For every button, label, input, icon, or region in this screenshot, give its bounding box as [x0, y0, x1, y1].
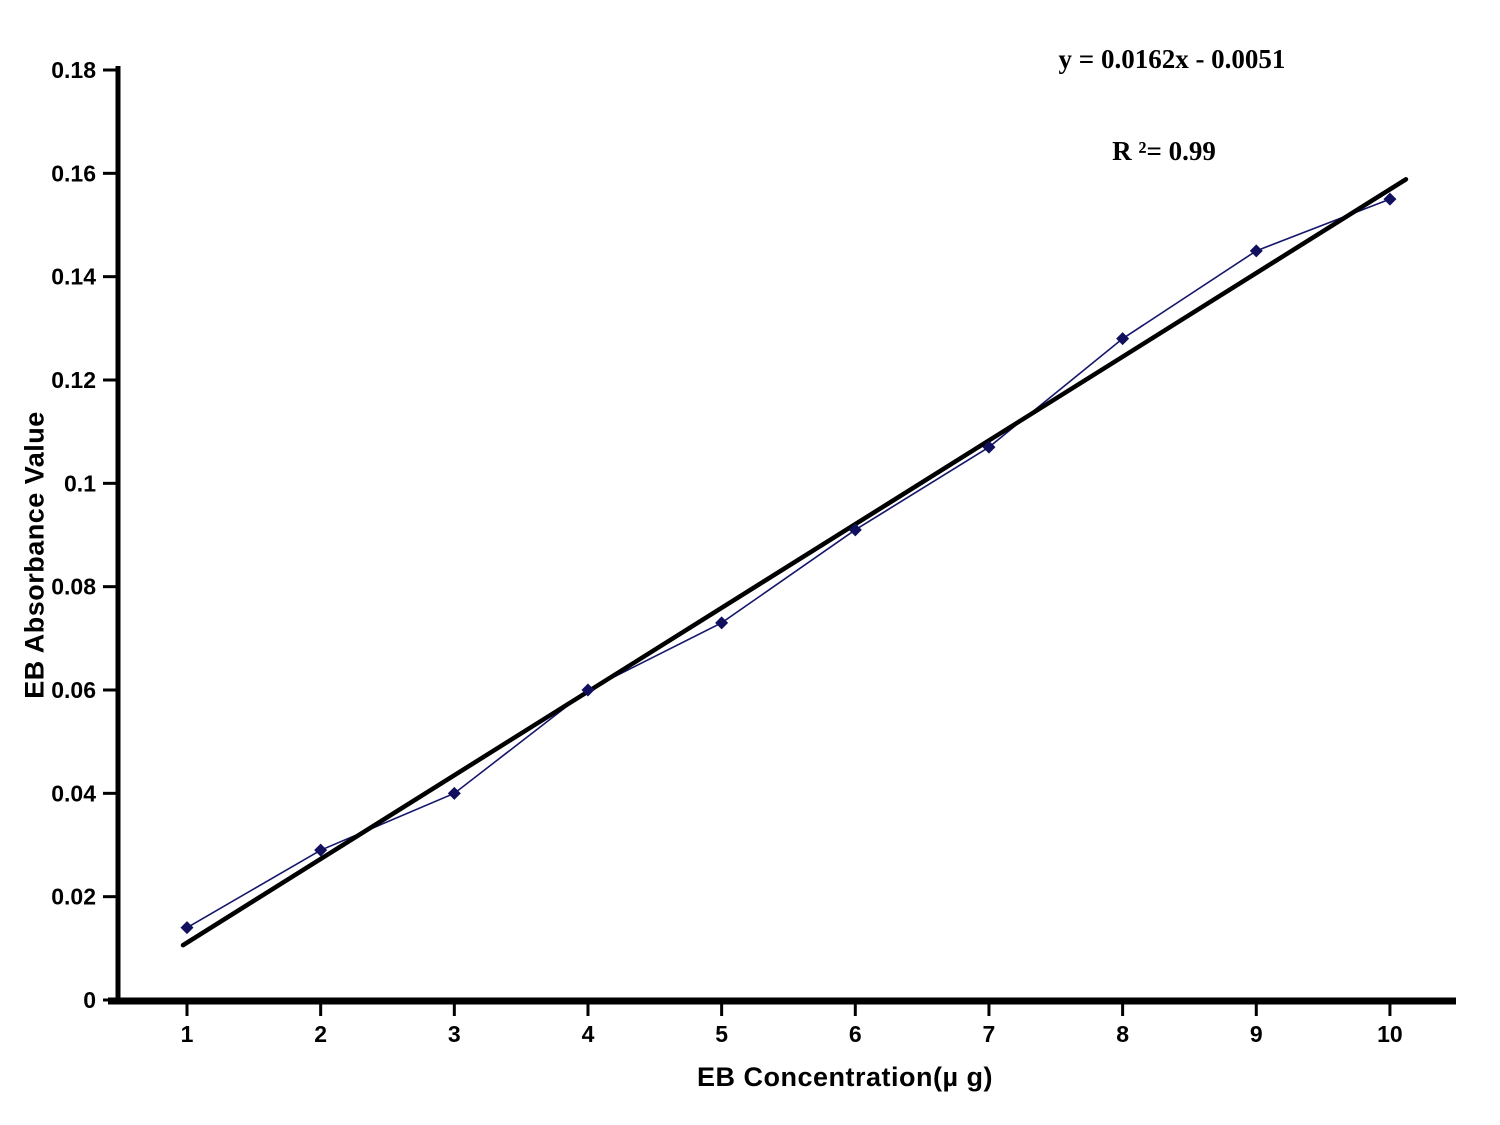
x-tick-label: 4: [582, 1021, 595, 1047]
y-tick-label: 0.14: [51, 264, 96, 290]
trendline-equation-label: y = 0.0162x - 0.0051: [1058, 44, 1286, 74]
data-point-marker: [982, 440, 996, 454]
x-tick-label: 8: [1116, 1021, 1129, 1047]
data-point-marker: [848, 523, 862, 537]
x-tick-label: 1: [181, 1021, 194, 1047]
y-tick-label: 0: [83, 987, 96, 1013]
y-tick-label: 0.06: [51, 677, 96, 703]
y-tick-label: 0.04: [51, 780, 96, 806]
data-point-marker: [180, 921, 194, 935]
y-tick-label: 0.08: [51, 574, 96, 600]
data-point-marker: [1116, 332, 1130, 346]
data-point-marker: [314, 843, 328, 857]
y-tick-label: 0.02: [51, 884, 96, 910]
y-axis-title: EB Absorbance Value: [19, 411, 50, 699]
r-squared-label: R ²= 0.99: [1112, 136, 1216, 166]
x-axis-title: EB Concentration(µ g): [696, 1062, 994, 1092]
x-tick-label: 2: [314, 1021, 327, 1047]
y-tick-label: 0.16: [51, 160, 96, 186]
data-point-marker: [581, 683, 595, 697]
x-tick-label: 3: [448, 1021, 461, 1047]
x-tick-label: 5: [715, 1021, 728, 1047]
data-point-marker: [715, 616, 729, 630]
x-tick-label: 9: [1250, 1021, 1263, 1047]
data-point-marker: [447, 786, 461, 800]
y-tick-label: 0.1: [64, 470, 96, 496]
y-tick-label: 0.12: [51, 367, 96, 393]
x-tick-label: 10: [1377, 1021, 1403, 1047]
x-tick-label: 7: [983, 1021, 996, 1047]
data-point-marker: [1249, 244, 1263, 258]
series-line: [186, 198, 1391, 929]
y-tick-label: 0.18: [51, 57, 96, 83]
x-tick-label: 6: [849, 1021, 862, 1047]
data-point-marker: [1383, 192, 1397, 206]
trendline: [180, 177, 1409, 948]
